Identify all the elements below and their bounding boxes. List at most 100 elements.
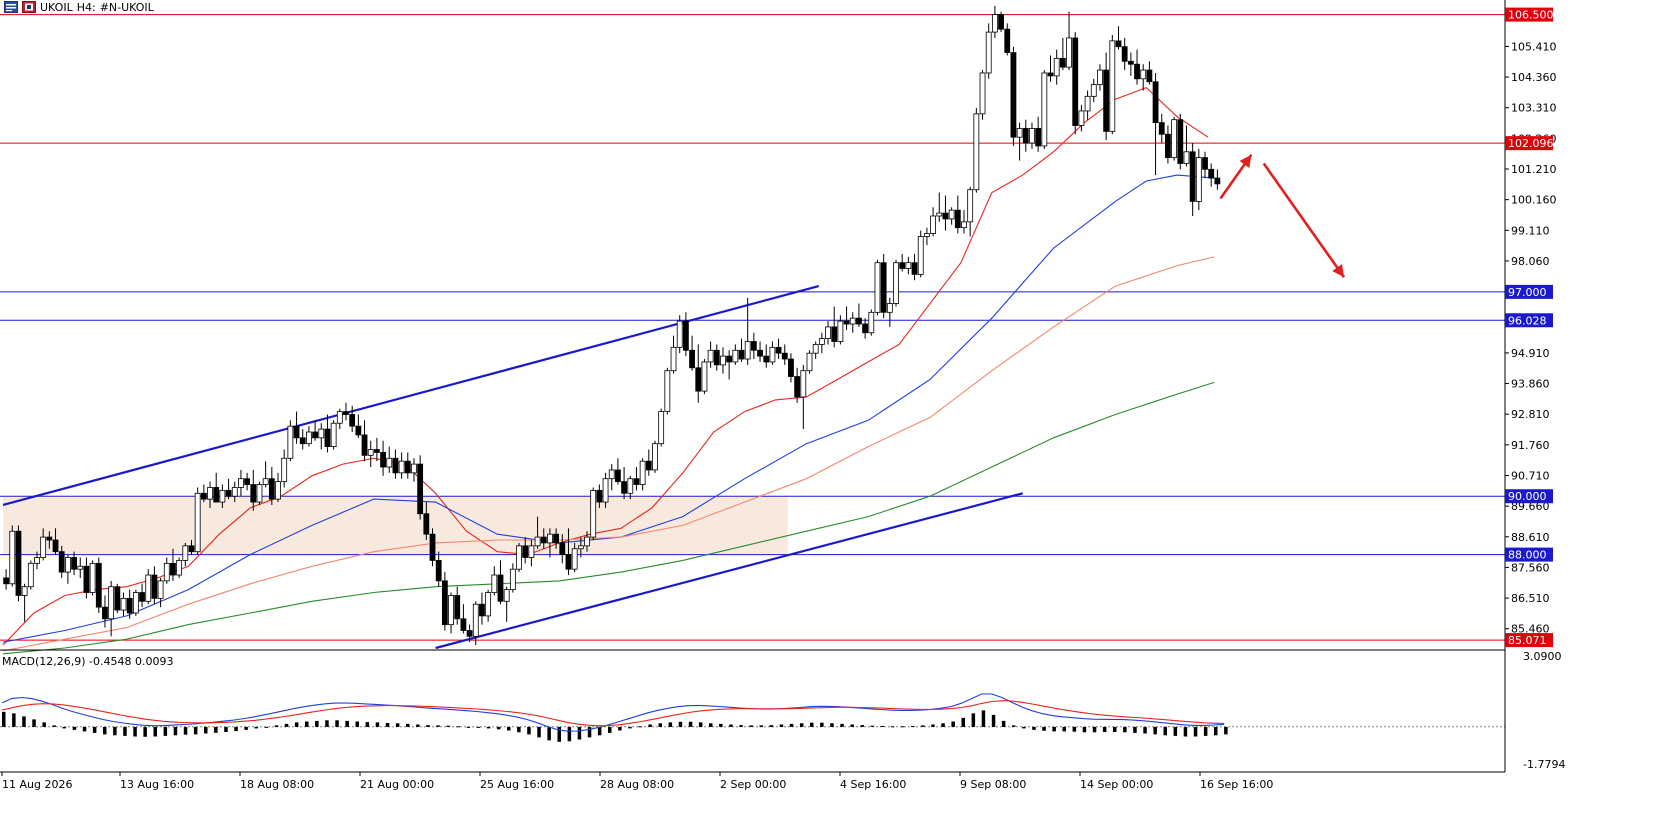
candle-body-down [1202, 157, 1208, 170]
candle [713, 344, 720, 371]
macd-histogram-bar [123, 726, 127, 736]
candle [9, 525, 16, 587]
trendline-support[interactable] [435, 492, 1023, 650]
candle [367, 440, 374, 468]
candle-body-down [324, 428, 331, 447]
macd-histogram-bar [2, 711, 6, 727]
candle [34, 551, 40, 570]
candle-body-up [1183, 151, 1190, 164]
candle-body-up [120, 597, 127, 611]
candle [528, 540, 535, 567]
candle [590, 487, 597, 540]
candle-body-down [713, 349, 720, 366]
candle [145, 569, 152, 605]
price-tick-label: 94.910 [1511, 347, 1550, 360]
level-label-bg [1505, 633, 1553, 648]
candle [392, 449, 399, 479]
candle [868, 309, 875, 336]
candle [64, 554, 71, 584]
candle-body-down [244, 478, 251, 485]
candle-body-down [942, 212, 949, 220]
level-label-bg [1505, 489, 1553, 504]
price-tick-label: 103.310 [1511, 102, 1557, 115]
candle-body-down [757, 349, 763, 357]
candle-body-up [132, 592, 139, 614]
macd-histogram-bar [870, 725, 875, 727]
candle-body-down [856, 317, 862, 325]
macd-histogram-bar [638, 726, 642, 728]
price-tick-label: 92.810 [1511, 408, 1550, 421]
candle [534, 516, 541, 549]
macd-histogram-bar [466, 726, 471, 728]
candle [244, 472, 251, 491]
macd-histogram-bar [587, 726, 592, 738]
candle [720, 347, 726, 374]
macd-histogram-bar [254, 726, 258, 729]
candle-body-up [707, 349, 714, 363]
candle [256, 481, 263, 505]
candle [318, 423, 325, 450]
chart-header: UKOIL H4: #N-UKOIL [4, 0, 154, 14]
macd-histogram-bar [911, 725, 915, 727]
candle [633, 467, 640, 491]
candle [812, 341, 819, 360]
candle-body-down [441, 580, 448, 626]
macd-histogram-bar [335, 720, 339, 727]
candle [1078, 105, 1085, 132]
candle [886, 297, 893, 327]
candle [1208, 163, 1215, 187]
candle [194, 487, 201, 555]
level-label-bg [1505, 313, 1553, 328]
candle-body-down [899, 262, 906, 269]
candle-body-down [862, 323, 869, 334]
candle-body-up [1078, 110, 1085, 126]
candle-body-down [738, 349, 745, 360]
candle-body-down [299, 437, 306, 445]
macd-histogram-bar [375, 722, 380, 727]
candle-body-up [40, 536, 47, 558]
candle [522, 537, 529, 564]
macd-histogram-bar [1123, 726, 1127, 733]
candle [1202, 151, 1208, 179]
candle-body-down [1158, 122, 1165, 135]
candle-body-down [1010, 52, 1017, 138]
forecast-arrow-head [1332, 264, 1345, 278]
macd-histogram-bar [103, 726, 107, 735]
candle [874, 259, 881, 316]
candle-body-down [615, 469, 621, 483]
macd-histogram-bar [305, 721, 309, 727]
candle-body-up [825, 326, 831, 339]
candle [336, 408, 343, 430]
macd-histogram-bar [577, 726, 582, 740]
candle-body-up [961, 221, 967, 229]
candle-body-up [1016, 128, 1023, 138]
candle-body-down [479, 603, 485, 617]
macd-histogram-bar [698, 722, 703, 727]
candle-body-down [645, 460, 652, 471]
candle [769, 341, 776, 365]
candle [979, 70, 986, 120]
candle-body-down [1004, 28, 1011, 53]
candle [615, 458, 621, 485]
candle [83, 557, 90, 599]
candle [540, 528, 547, 549]
candle-body-up [516, 545, 522, 570]
level-label-bg [1505, 136, 1553, 151]
candle [1016, 122, 1023, 161]
candle-body-down [1165, 133, 1171, 159]
candle [182, 542, 189, 567]
macd-histogram-bar [759, 725, 763, 727]
trendline-resistance[interactable] [2, 284, 820, 507]
macd-histogram-bar [719, 723, 723, 727]
candle-body-up [34, 557, 40, 564]
price-tick-label: 90.710 [1511, 469, 1550, 482]
symbol-name: UKOIL [40, 0, 73, 14]
level-label-text: 102.096 [1508, 137, 1554, 150]
forecast-arrows [1219, 153, 1346, 279]
macd-panel [0, 693, 1505, 742]
macd-histogram-bar [22, 716, 26, 727]
candle-body-down [343, 411, 349, 415]
candle-body-up [287, 425, 294, 459]
macd-histogram-bar [547, 726, 551, 741]
